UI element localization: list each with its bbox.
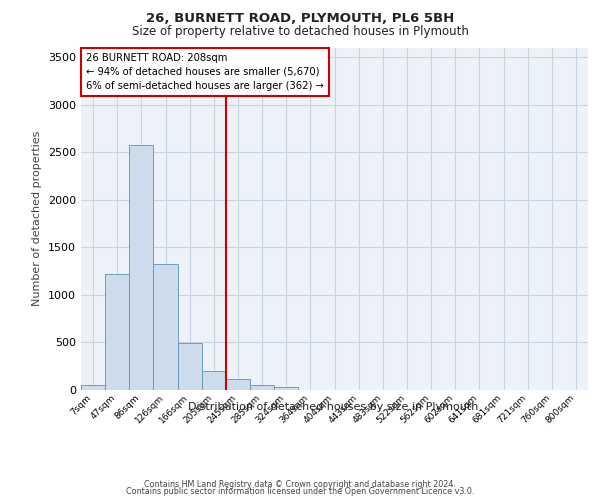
Text: Size of property relative to detached houses in Plymouth: Size of property relative to detached ho… xyxy=(131,25,469,38)
Bar xyxy=(226,379,250,390)
Bar xyxy=(202,372,226,390)
Text: Distribution of detached houses by size in Plymouth: Distribution of detached houses by size … xyxy=(188,402,478,412)
Bar xyxy=(129,144,154,390)
Bar xyxy=(105,274,129,390)
Text: Contains HM Land Registry data © Crown copyright and database right 2024.: Contains HM Land Registry data © Crown c… xyxy=(144,480,456,489)
Text: 26 BURNETT ROAD: 208sqm
← 94% of detached houses are smaller (5,670)
6% of semi-: 26 BURNETT ROAD: 208sqm ← 94% of detache… xyxy=(86,52,324,90)
Bar xyxy=(178,344,202,390)
Bar xyxy=(250,385,274,390)
Text: 26, BURNETT ROAD, PLYMOUTH, PL6 5BH: 26, BURNETT ROAD, PLYMOUTH, PL6 5BH xyxy=(146,12,454,26)
Y-axis label: Number of detached properties: Number of detached properties xyxy=(32,131,43,306)
Text: Contains public sector information licensed under the Open Government Licence v3: Contains public sector information licen… xyxy=(126,488,474,496)
Bar xyxy=(274,387,298,390)
Bar xyxy=(81,385,105,390)
Bar xyxy=(154,264,178,390)
